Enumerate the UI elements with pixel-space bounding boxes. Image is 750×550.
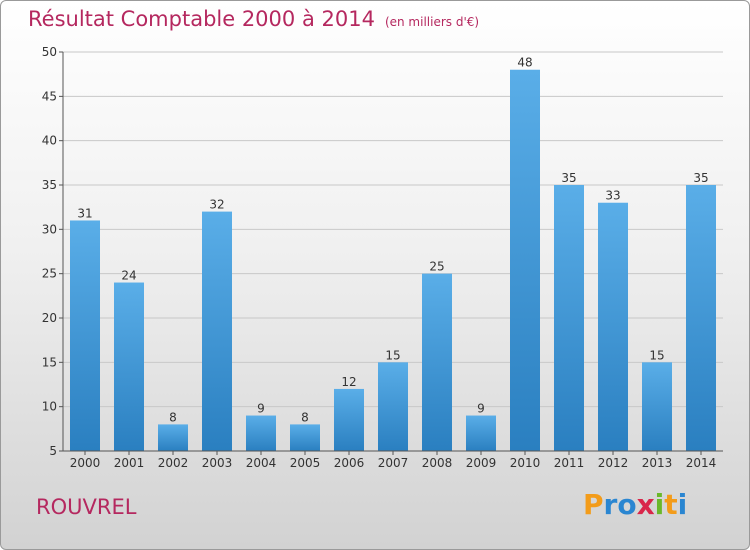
bar-2009 — [466, 415, 496, 451]
x-tick-label-2010: 2010 — [510, 456, 541, 470]
value-label-2014: 35 — [693, 171, 708, 185]
x-tick-label-2005: 2005 — [290, 456, 321, 470]
logo-letter: o — [617, 488, 637, 521]
y-tick-label: 5 — [49, 444, 57, 458]
bar-2010 — [510, 69, 540, 451]
y-tick-label: 45 — [42, 89, 57, 103]
bar-2003 — [202, 211, 232, 451]
x-tick-label-2002: 2002 — [158, 456, 189, 470]
logo-letter: x — [636, 488, 655, 521]
chart-subtitle: (en milliers d'€) — [384, 15, 480, 29]
value-label-2008: 25 — [429, 260, 444, 274]
x-tick-label-2003: 2003 — [202, 456, 233, 470]
y-tick-label: 10 — [42, 400, 57, 414]
bar-2012 — [598, 202, 628, 451]
x-tick-label-2014: 2014 — [686, 456, 717, 470]
chart-title-text: Résultat Comptable 2000 à 2014 — [28, 7, 375, 31]
y-tick-label: 15 — [42, 355, 57, 369]
value-label-2006: 12 — [341, 375, 356, 389]
value-label-2013: 15 — [649, 348, 664, 362]
value-label-2011: 35 — [561, 171, 576, 185]
value-label-2009: 9 — [477, 402, 485, 416]
value-label-2001: 24 — [121, 269, 136, 283]
x-tick-label-2013: 2013 — [642, 456, 673, 470]
y-axis: 5 10 15 20 25 30 35 40 45 50 — [42, 45, 64, 458]
value-label-2004: 9 — [257, 402, 265, 416]
bar-2007 — [378, 362, 408, 451]
x-tick-label-2012: 2012 — [598, 456, 629, 470]
value-label-2003: 32 — [209, 198, 224, 212]
x-tick-label-2004: 2004 — [246, 456, 277, 470]
commune-name: ROUVREL — [36, 495, 137, 519]
value-labels: 31 24 8 32 9 8 12 15 25 9 48 35 33 15 35 — [77, 56, 708, 425]
bar-2008 — [422, 273, 452, 451]
bars — [70, 69, 716, 451]
value-label-2012: 33 — [605, 189, 620, 203]
value-label-2007: 15 — [385, 348, 400, 362]
value-label-2002: 8 — [169, 410, 177, 424]
x-axis: 2000 2001 2002 2003 2004 2005 2006 2007 2008 2009… — [63, 450, 723, 470]
y-tick-label: 25 — [42, 267, 57, 281]
x-tick-label-2001: 2001 — [114, 456, 145, 470]
value-label-2010: 48 — [517, 56, 532, 70]
bar-2000 — [70, 220, 100, 451]
x-tick-label-2000: 2000 — [70, 456, 101, 470]
y-tick-label: 20 — [42, 311, 57, 325]
y-tick-label: 35 — [42, 178, 57, 192]
value-label-2000: 31 — [77, 206, 92, 220]
y-tick-label: 30 — [42, 222, 57, 236]
y-tick-label: 50 — [42, 45, 57, 59]
bar-2014 — [686, 185, 716, 451]
logo-letter: i — [654, 488, 665, 521]
y-tick-label: 40 — [42, 134, 57, 148]
x-tick-label-2009: 2009 — [466, 456, 497, 470]
logo-letter: t — [664, 488, 678, 521]
bar-2001 — [114, 282, 144, 451]
bar-2011 — [554, 185, 584, 451]
logo-letter: r — [603, 488, 618, 521]
logo-letter: i — [677, 488, 688, 521]
logo-letter: P — [583, 488, 604, 521]
proxiti-logo: Proxiti — [583, 488, 687, 521]
x-tick-label-2011: 2011 — [554, 456, 585, 470]
x-tick-label-2006: 2006 — [334, 456, 365, 470]
bar-2002 — [158, 424, 188, 451]
bar-2006 — [334, 388, 364, 451]
x-tick-label-2007: 2007 — [378, 456, 409, 470]
chart-title: Résultat Comptable 2000 à 2014 (en millie… — [28, 7, 479, 31]
bar-2004 — [246, 415, 276, 451]
x-tick-label-2008: 2008 — [422, 456, 453, 470]
bar-2005 — [290, 424, 320, 451]
bar-2013 — [642, 362, 672, 451]
value-label-2005: 8 — [301, 410, 309, 424]
